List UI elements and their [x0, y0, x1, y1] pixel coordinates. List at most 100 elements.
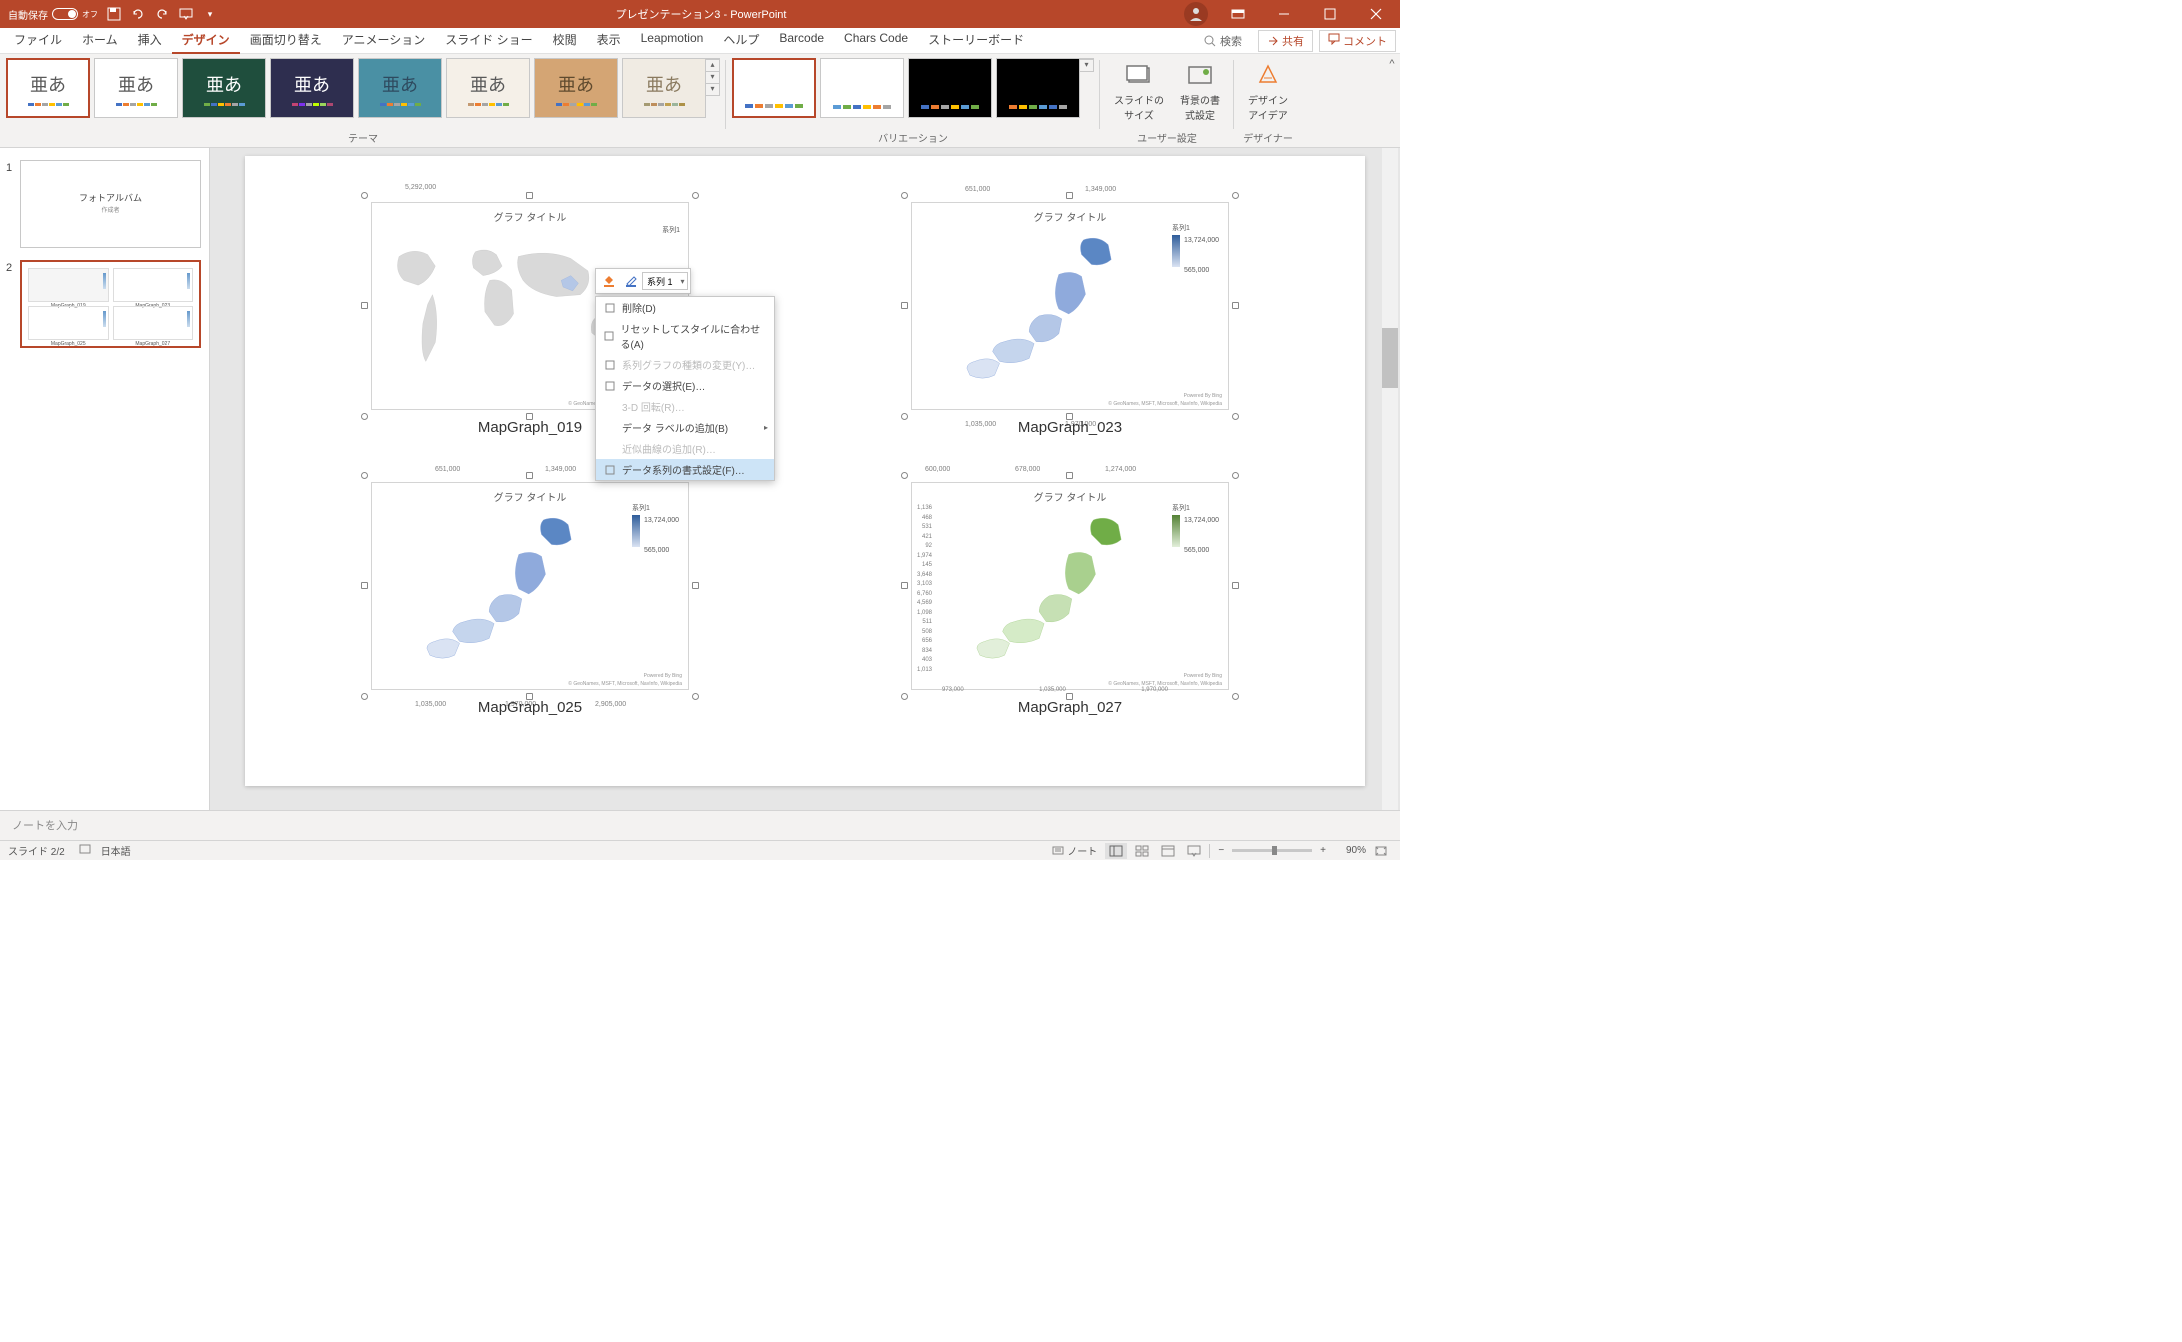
fit-to-window-icon[interactable]	[1370, 843, 1392, 859]
menu-tab-8[interactable]: 表示	[587, 27, 631, 54]
minimize-icon[interactable]	[1262, 0, 1306, 28]
fill-color-icon[interactable]	[598, 270, 620, 292]
slide-thumbnail-2[interactable]: 2 MapGraph_019 MapGraph_023 MapGraph_025…	[6, 260, 201, 348]
chart-title: グラフ タイトル	[372, 209, 688, 224]
themes-more-icon[interactable]: ▴▾▾	[706, 58, 720, 96]
menu-tab-0[interactable]: ファイル	[4, 27, 72, 54]
context-item-1[interactable]: リセットしてスタイルに合わせる(A)	[596, 318, 774, 354]
search-label: 検索	[1220, 33, 1242, 49]
menu-tab-13[interactable]: ストーリーボード	[918, 27, 1034, 54]
close-icon[interactable]	[1354, 0, 1398, 28]
normal-view-icon[interactable]	[1105, 843, 1127, 859]
outline-color-icon[interactable]	[620, 270, 642, 292]
variation-thumb-3[interactable]	[996, 58, 1080, 118]
user-avatar[interactable]	[1184, 2, 1208, 26]
context-item-2: 系列グラフの種類の変更(Y)…	[596, 354, 774, 375]
context-item-3[interactable]: データの選択(E)…	[596, 375, 774, 396]
autosave-pill[interactable]	[52, 8, 78, 20]
sorter-view-icon[interactable]	[1131, 843, 1153, 859]
vertical-scrollbar[interactable]	[1382, 148, 1398, 810]
scrollbar-thumb[interactable]	[1382, 328, 1398, 388]
theme-thumb-2[interactable]: 亜あ	[182, 58, 266, 118]
design-idea-icon	[1254, 62, 1282, 90]
collapse-ribbon-icon[interactable]: ^	[1384, 54, 1400, 147]
context-item-0[interactable]: 削除(D)	[596, 297, 774, 318]
variation-thumb-2[interactable]	[908, 58, 992, 118]
theme-thumb-4[interactable]: 亜あ	[358, 58, 442, 118]
chart-object-1[interactable]: 5,292,000 グラフ タイトル 系列1	[365, 196, 695, 416]
context-item-7[interactable]: データ系列の書式設定(F)…	[596, 459, 774, 480]
menu-tab-7[interactable]: 校閲	[543, 27, 587, 54]
undo-icon[interactable]	[130, 6, 146, 22]
chart-object-3[interactable]: 651,000 1,349,000 1,035,000 1,970,000 2,…	[365, 476, 695, 696]
chart-caption-3: MapGraph_025	[365, 699, 695, 716]
menu-tab-10[interactable]: ヘルプ	[713, 27, 769, 54]
background-format-button[interactable]: 背景の書 式設定	[1172, 58, 1228, 128]
world-map	[380, 225, 628, 393]
comment-icon	[1328, 33, 1340, 45]
ribbon-themes-label: テーマ	[6, 128, 720, 145]
notes-toggle[interactable]: ノート	[1048, 841, 1101, 860]
chart-legend: 系列1 13,724,000 565,000	[1172, 223, 1222, 269]
variations-more-icon[interactable]: ▾	[1080, 58, 1094, 72]
theme-thumb-7[interactable]: 亜あ	[622, 58, 706, 118]
save-icon[interactable]	[106, 6, 122, 22]
design-idea-button[interactable]: デザイン アイデア	[1240, 58, 1296, 128]
x-axis-labels: 973,0001,035,0001,970,000	[942, 687, 1168, 693]
slideshow-icon[interactable]	[178, 6, 194, 22]
context-item-6: 近似曲線の追加(R)…	[596, 438, 774, 459]
main-area: 1 フォトアルバム 作成者 2 MapGraph_019 MapGraph_02…	[0, 148, 1400, 810]
background-icon	[1186, 62, 1214, 90]
comment-button[interactable]: コメント	[1319, 30, 1396, 52]
theme-thumb-6[interactable]: 亜あ	[534, 58, 618, 118]
japan-map	[920, 225, 1168, 393]
slide-thumbnail-1[interactable]: 1 フォトアルバム 作成者	[6, 160, 201, 248]
theme-thumb-3[interactable]: 亜あ	[270, 58, 354, 118]
maximize-icon[interactable]	[1308, 0, 1352, 28]
notes-pane[interactable]: ノートを入力	[0, 810, 1400, 840]
variation-thumb-0[interactable]	[732, 58, 816, 118]
slideshow-view-icon[interactable]	[1183, 843, 1205, 859]
menu-tab-12[interactable]: Chars Code	[834, 27, 918, 54]
window-title: プレゼンテーション3 - PowerPoint	[218, 6, 1184, 22]
zoom-out-icon[interactable]: −	[1214, 843, 1228, 858]
theme-thumb-1[interactable]: 亜あ	[94, 58, 178, 118]
chart-object-2[interactable]: 651,000 1,349,000 1,035,000 1,970,000 グラ…	[905, 196, 1235, 416]
series-combo[interactable]: 系列 1	[642, 272, 688, 290]
qat-more-icon[interactable]: ▾	[202, 6, 218, 22]
zoom-in-icon[interactable]: +	[1316, 843, 1330, 858]
slide-size-button[interactable]: スライドの サイズ	[1106, 58, 1172, 128]
menu-tab-6[interactable]: スライド ショー	[435, 27, 542, 54]
menu-tab-11[interactable]: Barcode	[769, 27, 834, 54]
menu-tab-9[interactable]: Leapmotion	[631, 27, 714, 54]
zoom-slider[interactable]	[1232, 849, 1312, 852]
slide-canvas[interactable]: 5,292,000 グラフ タイトル 系列1	[245, 156, 1365, 786]
slide-counter: スライド 2/2	[8, 843, 65, 858]
spellcheck-icon[interactable]	[79, 843, 91, 858]
language-label[interactable]: 日本語	[101, 843, 131, 858]
context-item-5[interactable]: データ ラベルの追加(B)▸	[596, 417, 774, 438]
status-bar: スライド 2/2 日本語 ノート − + 90%	[0, 840, 1400, 860]
autosave-toggle[interactable]: 自動保存 オフ	[8, 7, 98, 22]
mini-toolbar: 系列 1	[595, 268, 691, 294]
menu-tab-1[interactable]: ホーム	[72, 27, 128, 54]
theme-thumb-5[interactable]: 亜あ	[446, 58, 530, 118]
share-button[interactable]: 共有	[1258, 30, 1313, 52]
chart-object-4[interactable]: 600,000 678,000 1,274,000 グラフ タイトル 系列1 1…	[905, 476, 1235, 696]
japan-map-green	[940, 505, 1168, 673]
ribbon-variations-label: バリエーション	[732, 128, 1094, 145]
redo-icon[interactable]	[154, 6, 170, 22]
menu-tab-3[interactable]: デザイン	[172, 27, 240, 54]
ribbon-display-icon[interactable]	[1216, 0, 1260, 28]
search-box[interactable]: 検索	[1204, 33, 1242, 49]
context-menu: 削除(D)リセットしてスタイルに合わせる(A)系列グラフの種類の変更(Y)…デー…	[595, 296, 775, 481]
reading-view-icon[interactable]	[1157, 843, 1179, 859]
share-icon	[1267, 35, 1279, 47]
menu-bar: ファイルホーム挿入デザイン画面切り替えアニメーションスライド ショー校閲表示Le…	[0, 28, 1400, 54]
theme-thumb-0[interactable]: 亜あ	[6, 58, 90, 118]
menu-tab-5[interactable]: アニメーション	[332, 27, 436, 54]
variation-thumb-1[interactable]	[820, 58, 904, 118]
menu-tab-2[interactable]: 挿入	[128, 27, 172, 54]
zoom-level: 90%	[1334, 845, 1366, 856]
menu-tab-4[interactable]: 画面切り替え	[240, 27, 332, 54]
